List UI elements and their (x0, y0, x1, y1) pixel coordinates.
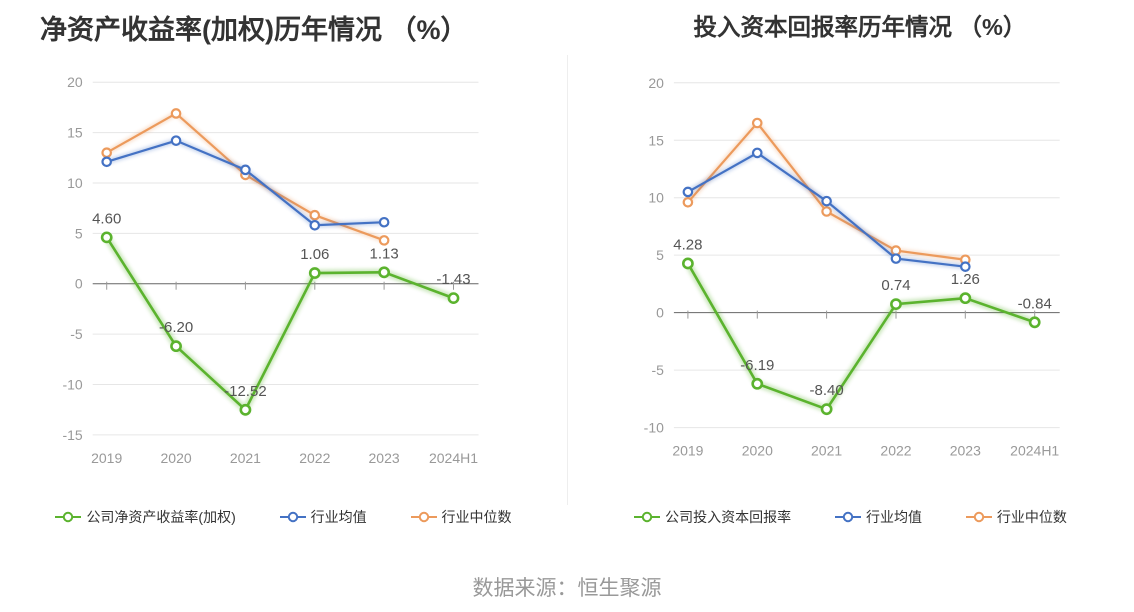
svg-text:5: 5 (75, 225, 83, 241)
svg-text:20: 20 (67, 74, 83, 90)
svg-text:2021: 2021 (811, 443, 842, 459)
svg-text:2020: 2020 (742, 443, 773, 459)
svg-text:10: 10 (648, 190, 664, 206)
svg-text:-8.40: -8.40 (809, 382, 843, 399)
svg-text:1.06: 1.06 (300, 246, 329, 263)
svg-text:2024H1: 2024H1 (1010, 443, 1059, 459)
svg-text:2024H1: 2024H1 (429, 450, 478, 466)
svg-text:2019: 2019 (672, 443, 703, 459)
svg-text:-12.52: -12.52 (224, 383, 267, 400)
svg-text:5: 5 (656, 247, 664, 263)
svg-text:4.28: 4.28 (673, 237, 702, 254)
svg-text:15: 15 (67, 125, 83, 141)
svg-text:15: 15 (648, 132, 664, 148)
svg-text:2022: 2022 (299, 450, 330, 466)
svg-text:2019: 2019 (91, 450, 122, 466)
svg-text:-10: -10 (62, 376, 82, 392)
svg-text:2023: 2023 (369, 450, 400, 466)
svg-text:-1.43: -1.43 (436, 271, 470, 288)
svg-text:-6.19: -6.19 (740, 357, 774, 374)
svg-text:-6.20: -6.20 (159, 319, 193, 336)
svg-text:10: 10 (67, 175, 83, 191)
svg-text:0: 0 (656, 305, 664, 321)
svg-text:4.60: 4.60 (92, 210, 121, 227)
svg-text:2023: 2023 (950, 443, 981, 459)
svg-text:20: 20 (648, 75, 664, 91)
svg-text:1.26: 1.26 (951, 271, 980, 288)
svg-text:1.13: 1.13 (369, 245, 398, 262)
svg-text:-0.84: -0.84 (1018, 295, 1052, 312)
svg-text:0.74: 0.74 (881, 277, 910, 294)
svg-text:0: 0 (75, 276, 83, 292)
svg-text:2022: 2022 (880, 443, 911, 459)
svg-text:-15: -15 (62, 427, 82, 443)
svg-text:2021: 2021 (230, 450, 261, 466)
svg-text:-10: -10 (644, 420, 664, 436)
svg-text:-5: -5 (651, 362, 664, 378)
svg-text:2020: 2020 (161, 450, 192, 466)
svg-text:-5: -5 (70, 326, 83, 342)
